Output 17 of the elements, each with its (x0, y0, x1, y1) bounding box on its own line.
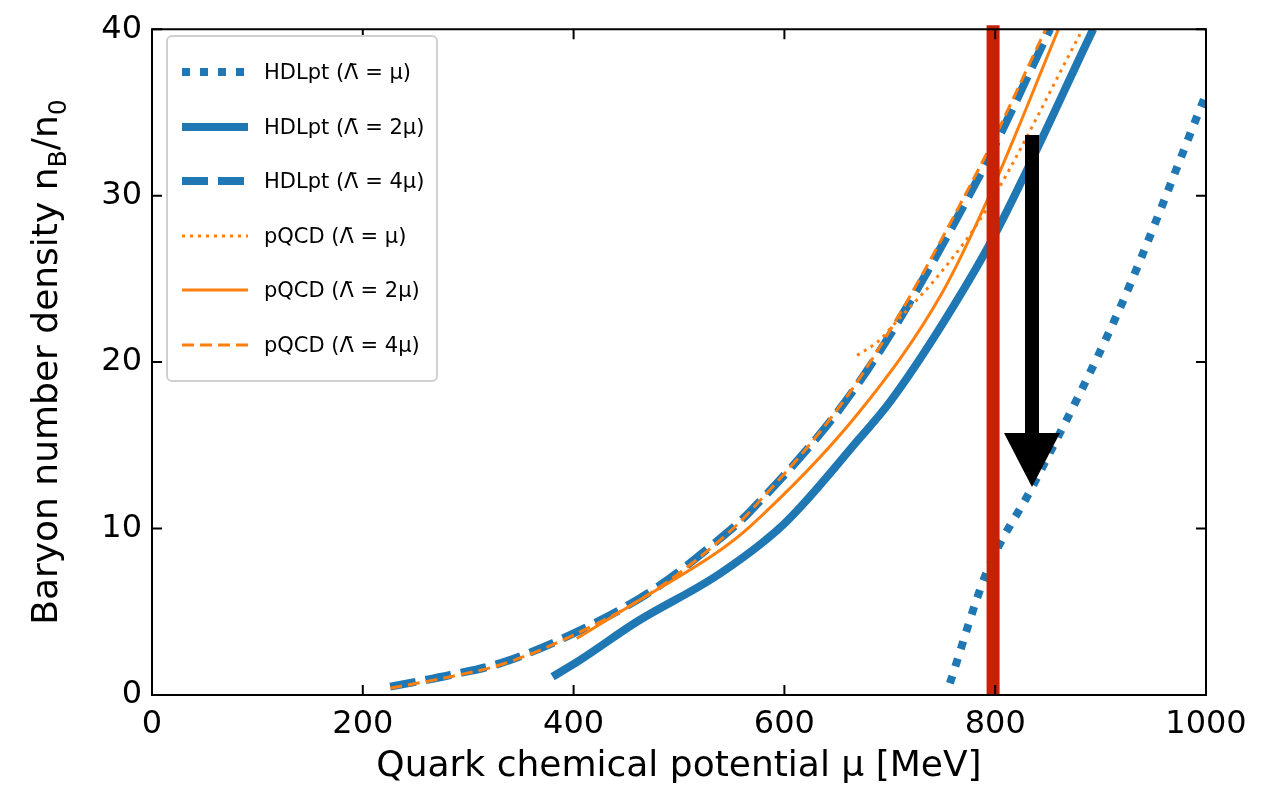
x-tick-label: 400 (543, 702, 605, 741)
y-tick-label: 10 (101, 506, 142, 545)
y-tick-label: 30 (101, 173, 142, 212)
legend-label: HDLpt (Λ̄ = 4μ) (264, 169, 425, 194)
legend-label: pQCD (Λ̄ = 4μ) (264, 332, 420, 357)
x-tick-label: 1000 (1165, 702, 1247, 741)
y-tick-label: 20 (101, 340, 142, 379)
x-tick-label: 800 (964, 702, 1026, 741)
x-axis-title: Quark chemical potential μ [MeV] (376, 743, 982, 784)
y-tick-label: 40 (101, 7, 142, 46)
x-tick-label: 200 (332, 702, 394, 741)
legend-label: HDLpt (Λ̄ = μ) (264, 60, 411, 85)
y-tick-label: 0 (121, 673, 142, 712)
legend-label: HDLpt (Λ̄ = 2μ) (264, 114, 425, 139)
x-tick-label: 600 (753, 702, 815, 741)
legend-label: pQCD (Λ̄ = 2μ) (264, 278, 420, 303)
legend-label: pQCD (Λ̄ = μ) (264, 223, 407, 248)
